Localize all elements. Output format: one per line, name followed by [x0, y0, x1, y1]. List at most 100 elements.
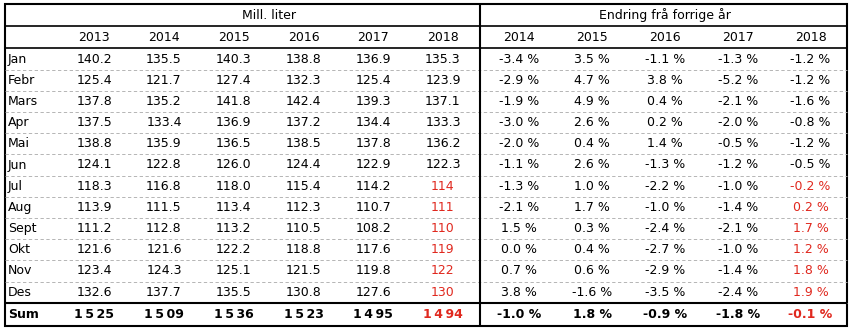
Text: 140.3: 140.3: [216, 52, 251, 66]
Text: -2.0 %: -2.0 %: [499, 137, 539, 150]
Text: 127.6: 127.6: [355, 286, 391, 299]
Text: 2017: 2017: [357, 31, 389, 44]
Text: 121.7: 121.7: [147, 74, 181, 87]
Text: 0.4 %: 0.4 %: [647, 95, 683, 108]
Text: -2.1 %: -2.1 %: [499, 201, 539, 214]
Text: 138.8: 138.8: [77, 137, 112, 150]
Text: -1.2 %: -1.2 %: [791, 137, 831, 150]
Text: Mai: Mai: [8, 137, 30, 150]
Text: Sum: Sum: [8, 308, 39, 321]
Text: 121.6: 121.6: [147, 243, 181, 256]
Text: -0.5 %: -0.5 %: [791, 158, 831, 172]
Text: 134.4: 134.4: [355, 116, 391, 129]
Text: 2013: 2013: [78, 31, 110, 44]
Text: -2.0 %: -2.0 %: [717, 116, 758, 129]
Text: 122: 122: [431, 264, 455, 278]
Text: 110.7: 110.7: [355, 201, 391, 214]
Text: -5.2 %: -5.2 %: [717, 74, 758, 87]
Text: 125.1: 125.1: [216, 264, 251, 278]
Text: 137.8: 137.8: [77, 95, 112, 108]
Text: Aug: Aug: [8, 201, 32, 214]
Text: 124.4: 124.4: [285, 158, 321, 172]
Text: 112.3: 112.3: [285, 201, 321, 214]
Text: -2.9 %: -2.9 %: [645, 264, 685, 278]
Text: -3.4 %: -3.4 %: [499, 52, 539, 66]
Text: 0.2 %: 0.2 %: [792, 201, 828, 214]
Text: 122.2: 122.2: [216, 243, 251, 256]
Text: 119.8: 119.8: [355, 264, 391, 278]
Text: 118.8: 118.8: [285, 243, 321, 256]
Text: 113.4: 113.4: [216, 201, 251, 214]
Text: -2.4 %: -2.4 %: [717, 286, 758, 299]
Text: -1.0 %: -1.0 %: [717, 180, 758, 193]
Text: -1.1 %: -1.1 %: [499, 158, 539, 172]
Text: -3.0 %: -3.0 %: [499, 116, 539, 129]
Text: -1.6 %: -1.6 %: [572, 286, 613, 299]
Text: 135.5: 135.5: [146, 52, 181, 66]
Text: -1.4 %: -1.4 %: [717, 201, 758, 214]
Text: 125.4: 125.4: [355, 74, 391, 87]
Text: 4.7 %: 4.7 %: [574, 74, 610, 87]
Text: -0.1 %: -0.1 %: [788, 308, 832, 321]
Text: 2016: 2016: [649, 31, 681, 44]
Text: 1.5 %: 1.5 %: [501, 222, 538, 235]
Text: 142.4: 142.4: [285, 95, 321, 108]
Text: 135.5: 135.5: [216, 286, 251, 299]
Text: Febr: Febr: [8, 74, 35, 87]
Text: -1.8 %: -1.8 %: [716, 308, 760, 321]
Text: 2017: 2017: [722, 31, 754, 44]
Text: 0.4 %: 0.4 %: [574, 137, 610, 150]
Text: 139.3: 139.3: [355, 95, 391, 108]
Text: 122.8: 122.8: [147, 158, 181, 172]
Text: 1.7 %: 1.7 %: [792, 222, 828, 235]
Text: 2016: 2016: [288, 31, 320, 44]
Text: -0.2 %: -0.2 %: [791, 180, 831, 193]
Text: 126.0: 126.0: [216, 158, 251, 172]
Text: -1.2 %: -1.2 %: [717, 158, 758, 172]
Text: 110.5: 110.5: [285, 222, 321, 235]
Text: 121.5: 121.5: [285, 264, 321, 278]
Text: 1.4 %: 1.4 %: [647, 137, 682, 150]
Text: -0.8 %: -0.8 %: [791, 116, 831, 129]
Text: 3.5 %: 3.5 %: [574, 52, 610, 66]
Text: -1.0 %: -1.0 %: [717, 243, 758, 256]
Text: -2.7 %: -2.7 %: [645, 243, 685, 256]
Text: -2.9 %: -2.9 %: [499, 74, 539, 87]
Text: Mill. liter: Mill. liter: [242, 9, 296, 21]
Text: 1 5 36: 1 5 36: [214, 308, 254, 321]
Text: -1.3 %: -1.3 %: [717, 52, 758, 66]
Text: 113.2: 113.2: [216, 222, 251, 235]
Text: 138.5: 138.5: [285, 137, 321, 150]
Text: 135.9: 135.9: [147, 137, 181, 150]
Text: 119: 119: [431, 243, 455, 256]
Text: 133.3: 133.3: [425, 116, 461, 129]
Text: 133.4: 133.4: [147, 116, 181, 129]
Text: 1 5 25: 1 5 25: [74, 308, 114, 321]
Text: 130: 130: [431, 286, 455, 299]
Text: 136.9: 136.9: [355, 52, 391, 66]
Text: -2.2 %: -2.2 %: [645, 180, 685, 193]
Text: Endring frå forrige år: Endring frå forrige år: [599, 8, 731, 22]
Text: 118.0: 118.0: [216, 180, 251, 193]
Text: -0.5 %: -0.5 %: [717, 137, 758, 150]
Text: -1.3 %: -1.3 %: [645, 158, 685, 172]
Text: 2014: 2014: [148, 31, 180, 44]
Text: 0.6 %: 0.6 %: [574, 264, 610, 278]
Text: 141.8: 141.8: [216, 95, 251, 108]
Text: 1 4 95: 1 4 95: [354, 308, 393, 321]
Text: 1 5 23: 1 5 23: [284, 308, 324, 321]
Text: 114.2: 114.2: [355, 180, 391, 193]
Text: 113.9: 113.9: [77, 201, 112, 214]
Text: 121.6: 121.6: [77, 243, 112, 256]
Text: -1.6 %: -1.6 %: [791, 95, 831, 108]
Text: 138.8: 138.8: [285, 52, 321, 66]
Text: Des: Des: [8, 286, 32, 299]
Text: 1.9 %: 1.9 %: [792, 286, 828, 299]
Text: 3.8 %: 3.8 %: [501, 286, 538, 299]
Text: 132.6: 132.6: [77, 286, 112, 299]
Text: 124.3: 124.3: [147, 264, 181, 278]
Text: -1.0 %: -1.0 %: [498, 308, 542, 321]
Text: 114: 114: [431, 180, 455, 193]
Text: Jun: Jun: [8, 158, 27, 172]
Text: 4.9 %: 4.9 %: [574, 95, 610, 108]
